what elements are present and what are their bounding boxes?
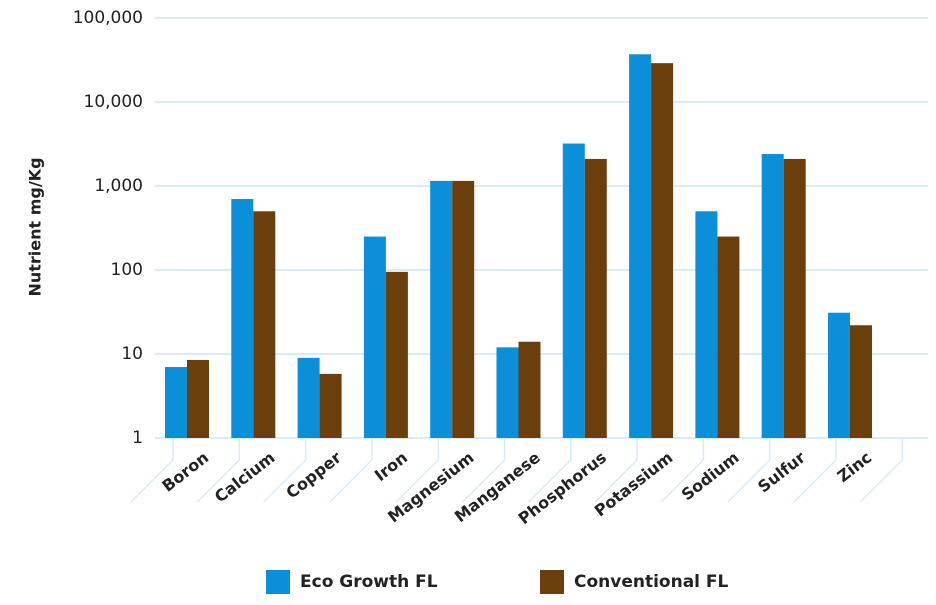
legend-label: Eco Growth FL (300, 572, 438, 592)
y-tick-label: 100 (111, 260, 143, 280)
bar-zinc-series-1 (828, 312, 850, 438)
legend-label: Conventional FL (574, 572, 729, 592)
x-axis-separator (196, 438, 241, 503)
bar-calcium-series-1 (231, 199, 254, 438)
y-tick-label: 10,000 (84, 92, 143, 112)
bar-sulfur-series-1 (761, 154, 784, 438)
x-axis-separator (263, 438, 307, 503)
x-axis-separator (395, 438, 439, 503)
bar-manganese-series-1 (496, 347, 519, 438)
bars (165, 54, 872, 439)
y-tick-label: 1 (132, 428, 143, 448)
x-axis-separator (329, 438, 373, 503)
y-tick-labels: 1 10 100 1,000 10,000 100,000 (73, 8, 143, 448)
bar-manganese-series-2 (518, 341, 541, 438)
bar-potassium-series-1 (629, 54, 652, 438)
x-tick-label: Boron (158, 448, 212, 496)
bar-calcium-series-2 (253, 211, 276, 438)
bar-copper-series-2 (319, 373, 342, 438)
x-axis-separator (130, 438, 174, 503)
x-axis-separator (660, 438, 705, 503)
x-axis-separator (727, 438, 771, 503)
x-axis-separator (528, 438, 572, 503)
bar-sodium-series-2 (717, 236, 740, 438)
bar-sulfur-series-2 (783, 158, 806, 438)
bar-phosphorus-series-2 (584, 158, 607, 438)
bar-phosphorus-series-1 (562, 143, 585, 439)
bar-iron-series-1 (363, 236, 386, 438)
bar-magnesium-series-1 (430, 180, 453, 439)
bar-boron-series-2 (187, 359, 209, 438)
x-axis-separator (461, 438, 506, 503)
legend-swatch (540, 570, 564, 594)
legend-swatch (266, 570, 290, 594)
y-tick-label: 100,000 (73, 8, 143, 28)
x-tick-label: Sulfur (754, 448, 809, 497)
x-axis-separator (594, 438, 638, 503)
bar-iron-series-2 (385, 271, 408, 438)
bar-sodium-series-1 (695, 211, 718, 438)
x-tick-label: Zinc (834, 448, 876, 486)
x-tick-label: Iron (371, 448, 411, 485)
bar-magnesium-series-2 (452, 180, 475, 439)
bar-copper-series-1 (297, 357, 320, 438)
legend: Eco Growth FL Conventional FL (266, 570, 729, 594)
x-axis-separator (859, 438, 904, 503)
bar-zinc-series-2 (850, 325, 872, 438)
y-tick-label: 1,000 (94, 176, 143, 196)
x-axis-separator (793, 438, 837, 503)
y-axis-title: Nutrient mg/Kg (26, 157, 45, 296)
bar-potassium-series-2 (651, 63, 674, 438)
x-tick-label: Copper (282, 448, 345, 503)
bar-boron-series-1 (165, 367, 187, 438)
y-tick-label: 10 (121, 344, 143, 364)
